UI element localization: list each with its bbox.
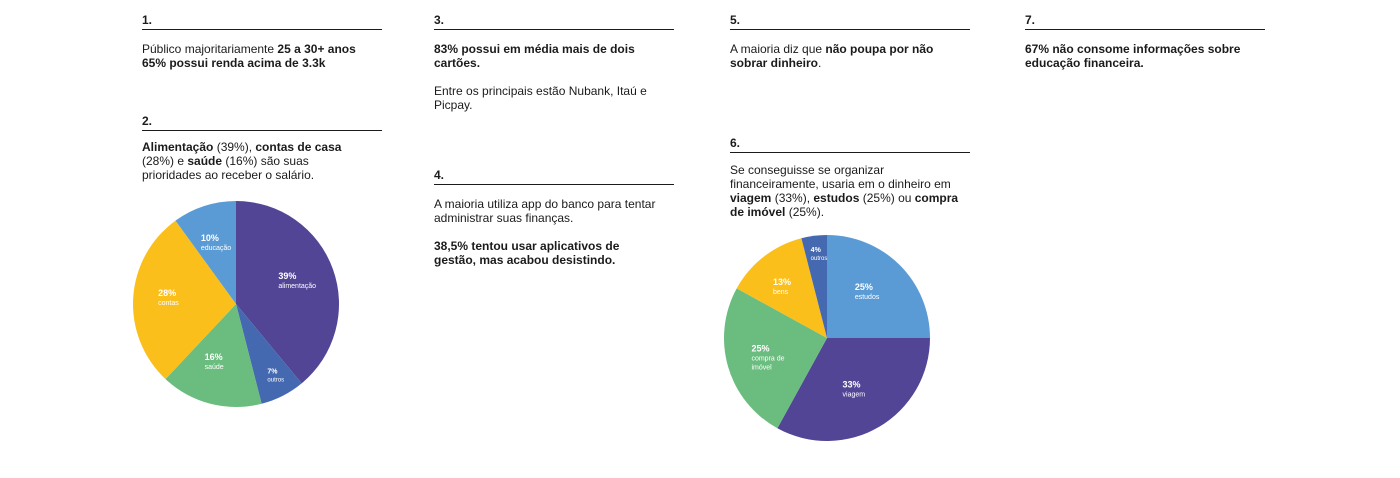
text-span: (25%) ou (859, 191, 915, 205)
section-number: 1. (142, 13, 153, 27)
divider (730, 152, 970, 153)
slice-percent: 10% (201, 233, 219, 243)
section-number: 4. (434, 168, 445, 182)
slice-category: saúde (205, 364, 224, 371)
slice-category: viagem (843, 391, 866, 398)
slice-label: 10% educação (201, 233, 231, 252)
text-span: (28%) e (142, 154, 188, 168)
slice-percent: 33% (843, 379, 861, 389)
section-7-text: 67% não consome informações sobre educaç… (1025, 42, 1260, 70)
pie-slice (801, 235, 827, 338)
pie-slice (827, 235, 930, 338)
text-span: . (818, 56, 822, 70)
text-bold: viagem (730, 191, 772, 205)
text-span: Público majoritariamente (142, 42, 278, 56)
section-number: 6. (730, 136, 741, 150)
slice-category: contas (158, 300, 179, 307)
pie-slice (175, 201, 236, 304)
section-number: 2. (142, 114, 153, 128)
text-span: (25%). (785, 205, 825, 219)
section-2: 2. Alimentação (39%), contas de casa (28… (142, 114, 382, 182)
section-5: 5. A maioria diz que não poupa por não s… (730, 13, 970, 70)
slice-percent: 13% (773, 277, 791, 287)
text-bold: não poupa por não sobrar dinheiro (730, 42, 934, 70)
text-bold: 67% não consome informações sobre educaç… (1025, 42, 1241, 70)
slice-percent: 4% (811, 247, 822, 254)
section-6: 6. Se conseguisse se organizar financeir… (730, 136, 970, 219)
divider (434, 184, 674, 185)
section-2-text: Alimentação (39%), contas de casa (28%) … (142, 140, 357, 182)
slice-category: compra de (751, 355, 784, 362)
slice-percent: 16% (205, 352, 223, 362)
text-span: Se conseguisse se organizar financeirame… (730, 163, 951, 191)
text-bold: 65% possui renda acima de 3.3k (142, 56, 326, 70)
section-3-p1: 83% possui em média mais de dois cartões… (434, 42, 659, 70)
slice-percent: 7% (267, 368, 278, 375)
divider (142, 29, 382, 30)
text-bold: compra de imóvel (730, 191, 959, 219)
text-span: A maioria diz que (730, 42, 826, 56)
section-7: 7. 67% não consome informações sobre edu… (1025, 13, 1265, 70)
slice-category: bens (773, 289, 789, 296)
slice-percent: 25% (751, 343, 769, 353)
pie-slice (777, 338, 930, 441)
slice-category: imóvel (751, 364, 772, 371)
slice-label: 28% contas (158, 288, 179, 307)
slice-percent: 39% (278, 271, 296, 281)
section-1: 1. Público majoritariamente 25 a 30+ ano… (142, 13, 382, 70)
slice-label: 4% outros (811, 247, 828, 262)
pie-slice (236, 201, 339, 384)
slice-category: educação (201, 245, 231, 252)
section-5-text: A maioria diz que não poupa por não sobr… (730, 42, 965, 70)
text-bold: saúde (187, 154, 223, 168)
divider (434, 29, 674, 30)
slice-label: 7% outros (267, 368, 284, 383)
section-4-p2: 38,5% tentou usar aplicativos de gestão,… (434, 239, 649, 267)
slice-percent: 25% (855, 282, 873, 292)
text-bold: estudos (813, 191, 860, 205)
text-bold: Alimentação (142, 140, 214, 154)
slice-label: 16% saúde (205, 352, 224, 371)
section-1-text: Público majoritariamente 25 a 30+ anos 6… (142, 42, 382, 70)
slice-label: 25% estudos (855, 282, 880, 301)
pie-slice (736, 238, 827, 338)
divider (1025, 29, 1265, 30)
pie-slice (165, 304, 262, 407)
pie-slice (236, 304, 302, 404)
pie-slice (133, 220, 236, 380)
text-span: (16%) são suas prioridades ao receber o … (142, 154, 315, 182)
text-bold: 83% possui em média mais de dois cartões… (434, 42, 635, 70)
slice-category: outros (811, 256, 828, 262)
slice-percent: 28% (158, 288, 176, 298)
pie-chart-priorities: 39% alimentação 7% outros 16% saúde 28% contas 1… (133, 201, 339, 407)
text-bold: 38,5% tentou usar aplicativos de gestão,… (434, 239, 620, 267)
slice-category: alimentação (278, 283, 316, 290)
section-6-text: Se conseguisse se organizar financeirame… (730, 163, 960, 219)
pie-slice (724, 288, 827, 429)
slice-label: 13% bens (773, 277, 791, 296)
slice-label: 39% alimentação (278, 271, 316, 290)
slice-category: outros (267, 377, 284, 383)
section-number: 3. (434, 13, 445, 27)
divider (142, 130, 382, 131)
section-number: 7. (1025, 13, 1036, 27)
text-bold: contas de casa (255, 140, 342, 154)
divider (730, 29, 970, 30)
section-3-p2: Entre os principais estão Nubank, Itaú e… (434, 84, 647, 112)
text-span: (39%), (213, 140, 256, 154)
text-bold: 25 a 30+ anos (277, 42, 356, 56)
pie-chart-money-usage: 25% estudos 33% viagem 25% compra de imóvel 13%… (724, 235, 930, 441)
text-span: (33%), (771, 191, 814, 205)
section-4-p1: A maioria utiliza app do banco para tent… (434, 197, 656, 225)
slice-label: 33% viagem (843, 379, 866, 398)
slice-category: estudos (855, 294, 880, 301)
section-4: 4. A maioria utiliza app do banco para t… (434, 168, 674, 267)
slice-label: 25% compra de imóvel (751, 343, 784, 371)
section-3: 3. 83% possui em média mais de dois cart… (434, 13, 674, 112)
section-number: 5. (730, 13, 741, 27)
